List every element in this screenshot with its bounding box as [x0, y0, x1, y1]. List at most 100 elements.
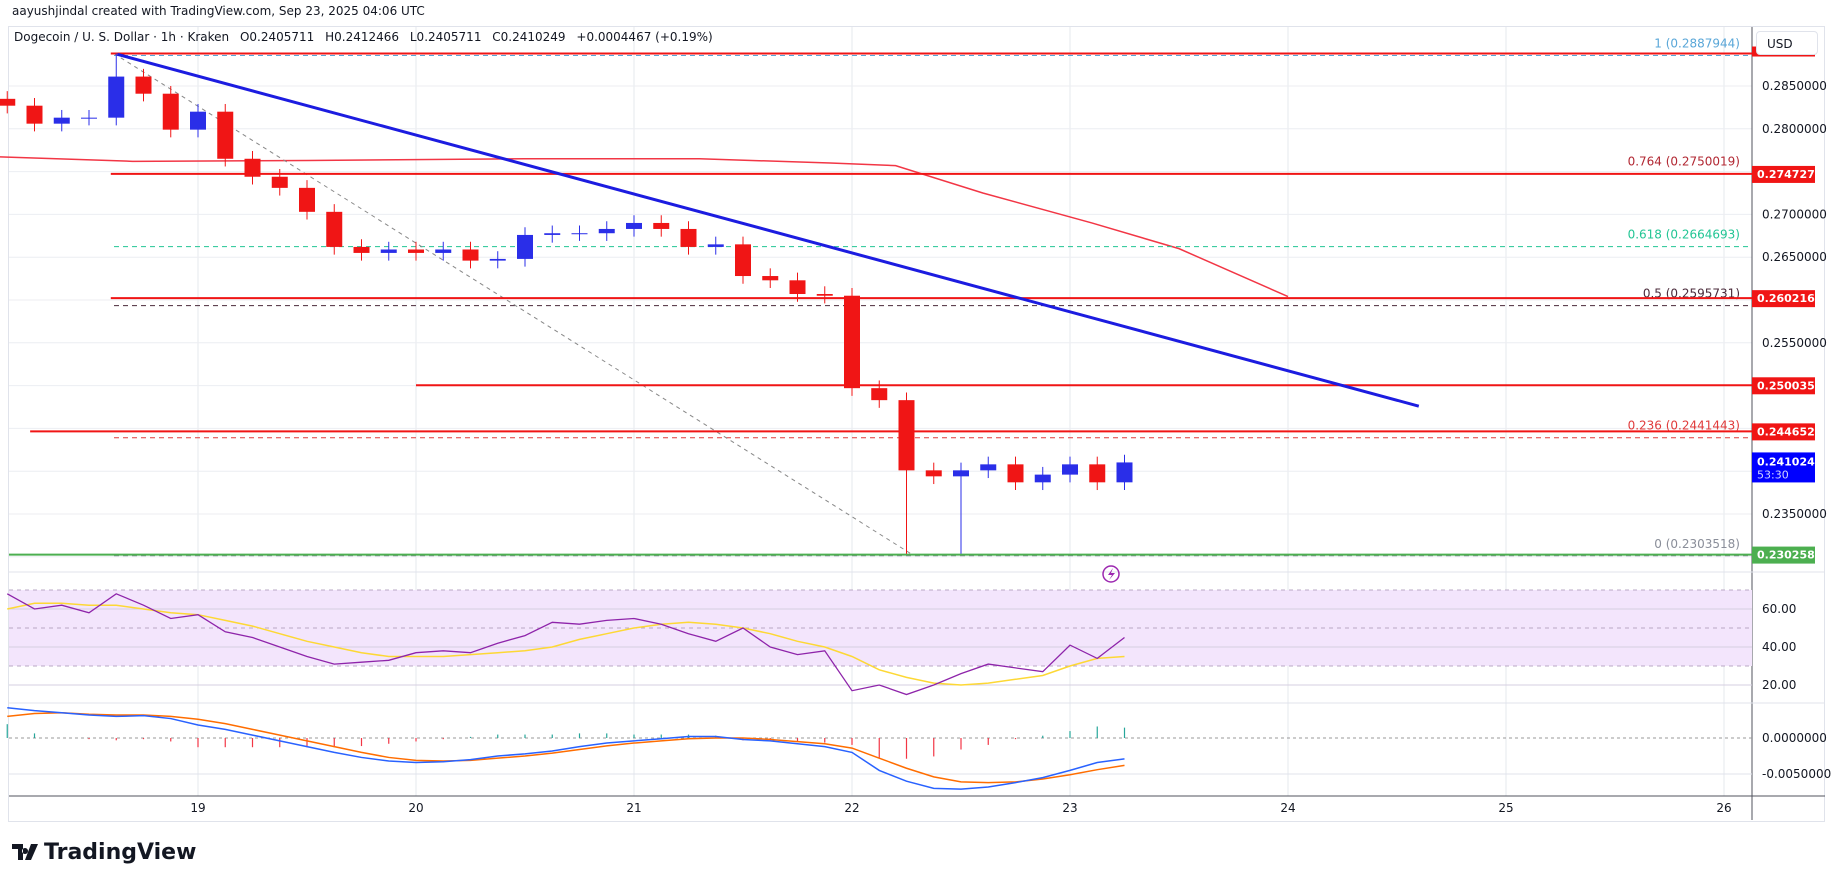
candle-body: [735, 244, 751, 277]
candle-body: [53, 117, 70, 124]
candle-body: [162, 93, 179, 130]
date-tick-label: 20: [408, 801, 423, 815]
candle-body: [980, 464, 997, 471]
candle-body: [653, 222, 670, 229]
candle-body: [108, 76, 125, 118]
price-label: 0.2302582: [1757, 549, 1822, 562]
lightning-icon-bolt: [1108, 568, 1115, 580]
price-label: 0.2747279: [1757, 168, 1822, 181]
candle-body: [816, 294, 833, 296]
candle-body: [626, 222, 642, 229]
fib-level-label: 0.618 (0.2664693): [1628, 228, 1740, 242]
candle-body: [135, 76, 152, 94]
chart-frame: [8, 26, 1825, 822]
candle-body: [299, 187, 315, 212]
macd-tick-label: -0.0050000: [1762, 767, 1831, 781]
fib-level-label: 1 (0.2887944): [1654, 37, 1740, 51]
candle-body: [544, 233, 561, 235]
candle-body: [217, 111, 234, 159]
date-tick-label: 24: [1280, 801, 1295, 815]
tradingview-logo-icon: [12, 841, 38, 865]
candle-body: [571, 233, 588, 235]
candle-body: [1007, 464, 1024, 483]
rsi-tick-label: 40.00: [1762, 640, 1796, 654]
price-label-box: [1752, 290, 1815, 308]
candle-body: [271, 176, 288, 188]
price-label-box: [1752, 377, 1815, 395]
fib-level-label: 0.764 (0.2750019): [1628, 155, 1740, 169]
candle-countdown: 53:30: [1757, 468, 1789, 481]
fib-level-label: 0 (0.2303518): [1654, 537, 1740, 551]
candle-body: [1034, 474, 1051, 483]
candle-body: [353, 246, 370, 253]
price-tick-label: 0.2550000: [1762, 336, 1827, 350]
date-tick-label: 19: [190, 801, 205, 815]
candle-body: [462, 249, 479, 261]
candle-body: [0, 98, 16, 106]
price-label-box: [1752, 423, 1815, 441]
candle-body: [707, 244, 724, 247]
rsi-tick-label: 20.00: [1762, 678, 1796, 692]
price-label: 0.2602167: [1757, 292, 1822, 305]
price-label: 0.2446523: [1757, 425, 1822, 438]
low-value: L0.2405711: [409, 30, 482, 44]
lightning-icon: [1102, 565, 1120, 583]
price-tick-label: 0.2850000: [1762, 79, 1827, 93]
date-tick-label: 25: [1498, 801, 1513, 815]
price-tick-label: 0.2700000: [1762, 207, 1827, 221]
candle-body: [680, 228, 697, 247]
rsi-tick-label: 60.00: [1762, 602, 1796, 616]
high-value: H0.2412466: [325, 30, 400, 44]
date-tick-label: 22: [844, 801, 859, 815]
candle-body: [81, 117, 97, 119]
close-value: C0.2410249: [492, 30, 566, 44]
currency-button[interactable]: USD: [1756, 31, 1818, 55]
candle-body: [598, 228, 615, 234]
macd-tick-label: 0.0000000: [1762, 731, 1827, 745]
price-label: 0.2500355: [1757, 379, 1822, 392]
price-label-box: [1752, 546, 1815, 564]
candle-body: [435, 249, 452, 253]
candle-body: [871, 388, 888, 401]
candle-body: [26, 105, 43, 124]
candle-body: [953, 470, 969, 477]
fib-diagonal-line: [113, 53, 912, 555]
candle-body: [408, 249, 424, 253]
fib-level-label: 0.236 (0.2441443): [1628, 419, 1740, 433]
date-tick-label: 21: [626, 801, 641, 815]
date-tick-label: 23: [1062, 801, 1077, 815]
candle-body: [326, 211, 343, 247]
change-value: +0.0004467 (+0.19%): [576, 30, 713, 44]
price-tick-label: 0.2350000: [1762, 507, 1827, 521]
moving-average-line: [0, 156, 1289, 298]
candle-body: [1089, 464, 1106, 483]
open-value: O0.2405711: [239, 30, 315, 44]
tradingview-logo: TradingView: [12, 840, 196, 865]
current-price-label: 0.2410249: [1757, 455, 1822, 468]
price-tick-label: 0.2800000: [1762, 122, 1827, 136]
candle-body: [190, 111, 206, 130]
current-price-box: [1752, 452, 1815, 483]
candle-body: [1116, 462, 1133, 483]
candle-body: [789, 280, 806, 295]
price-tick-label: 0.2650000: [1762, 250, 1827, 264]
candle-body: [489, 258, 506, 261]
candle-body: [517, 234, 533, 259]
chart-credit: aayushjindal created with TradingView.co…: [12, 4, 425, 18]
descending-trendline: [116, 52, 1420, 408]
candle-body: [898, 400, 915, 471]
candle-body: [1062, 464, 1078, 475]
candle-body: [762, 276, 779, 281]
candle-body: [925, 470, 942, 477]
macd-signal-line: [7, 712, 1125, 784]
rsi-line: [6, 593, 1125, 696]
price-label-box: [1752, 165, 1815, 183]
tradingview-wordmark: TradingView: [44, 840, 197, 865]
symbol-legend: Dogecoin / U. S. Dollar · 1h · Kraken O0…: [14, 30, 720, 44]
date-tick-label: 26: [1716, 801, 1731, 815]
candle-body: [380, 249, 397, 253]
candle-body: [844, 295, 860, 389]
macd-line: [7, 707, 1125, 790]
symbol-title[interactable]: Dogecoin / U. S. Dollar · 1h · Kraken: [14, 30, 230, 44]
